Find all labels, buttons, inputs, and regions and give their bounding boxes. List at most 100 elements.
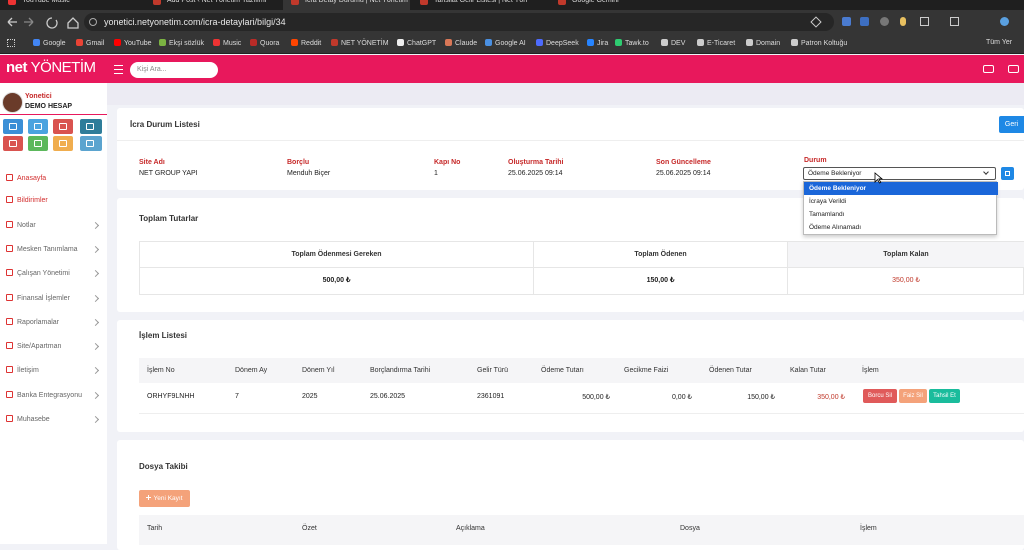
- table-cell: 2361091: [477, 393, 505, 400]
- bookmark-label: ChatGPT: [407, 40, 437, 47]
- quick-income[interactable]: [28, 136, 48, 151]
- table-header: Ödenen Tutar: [709, 367, 752, 374]
- all-bookmarks[interactable]: Tüm Yer: [986, 39, 1013, 46]
- menu-chevron: [91, 342, 100, 351]
- dropdown-option[interactable]: Ödeme Bekleniyor: [804, 182, 998, 195]
- menu-item[interactable]: Finansal İşlemler: [6, 294, 70, 302]
- address-bar[interactable]: yonetici.netyonetim.com/icra-detaylari/b…: [84, 13, 834, 31]
- browser-tab[interactable]: Google Gemini: [550, 0, 680, 10]
- dropdown-option[interactable]: Ödeme Alınamadı: [809, 224, 862, 231]
- bookmark-label: Tawk.to: [625, 40, 649, 47]
- cash-icon[interactable]: [983, 65, 994, 73]
- bookmark-icon: [213, 39, 220, 46]
- quick-building[interactable]: [28, 119, 48, 134]
- save-button[interactable]: [1001, 167, 1014, 180]
- status-select[interactable]: Ödeme Bekleniyor: [803, 167, 996, 180]
- action-button[interactable]: Faiz Sil: [899, 389, 927, 403]
- quick-chat[interactable]: [53, 136, 73, 151]
- bookmark-icon: [114, 39, 121, 46]
- browser-tab[interactable]: Tahsilat Gelir Listesi | Net Yön: [412, 0, 545, 10]
- search-input[interactable]: Kişi Ara...: [130, 62, 218, 78]
- bookmark[interactable]: ChatGPT: [397, 39, 436, 47]
- menu-item[interactable]: Muhasebe: [6, 415, 50, 423]
- bookmark-icon: [697, 39, 704, 46]
- tab-title: Google Gemini: [572, 0, 619, 4]
- bookmark[interactable]: Domain: [746, 39, 780, 47]
- menu-item[interactable]: Banka Entegrasyonu: [6, 391, 82, 399]
- menu-label: Notlar: [17, 222, 36, 229]
- back-button[interactable]: Geri: [999, 116, 1024, 133]
- new-record-button[interactable]: Yeni Kayıt: [139, 490, 190, 507]
- bookmark[interactable]: Patron Koltuğu: [791, 39, 847, 47]
- menu-item[interactable]: Raporlamalar: [6, 318, 59, 326]
- bookmark[interactable]: E-Ticaret: [697, 39, 735, 47]
- bookmark[interactable]: Gmail: [76, 39, 104, 47]
- totals-value: 500,00 ₺: [140, 268, 534, 294]
- apps-icon[interactable]: [7, 39, 15, 47]
- menu-item[interactable]: İletişim: [6, 366, 39, 374]
- bookmark-icon: [746, 39, 753, 46]
- bookmark[interactable]: Quora: [250, 39, 279, 47]
- menu-item[interactable]: Notlar: [6, 221, 36, 229]
- dropdown-option[interactable]: İcraya Verildi: [809, 198, 847, 205]
- dropdown-option[interactable]: Tamamlandı: [809, 211, 845, 218]
- menu-item[interactable]: Bildirimler: [6, 196, 48, 204]
- menu-label: İletişim: [17, 367, 39, 374]
- menu-toggle[interactable]: [114, 65, 123, 74]
- status-selected: Ödeme Bekleniyor: [808, 170, 862, 177]
- menu-label: Raporlamalar: [17, 319, 60, 326]
- menu-icon: [6, 174, 13, 181]
- browser-tab[interactable]: Add Post ‹ Net Yönetim Yazılımı: [145, 0, 280, 10]
- bookmark[interactable]: Music: [213, 39, 241, 47]
- action-button[interactable]: Tahsil Et: [929, 389, 960, 403]
- field-value: Menduh Biçer: [287, 170, 331, 177]
- bookmark-label: Claude: [455, 40, 478, 47]
- quick-users[interactable]: [80, 119, 102, 134]
- field-label: Oluşturma Tarihi: [508, 159, 564, 166]
- quick-legal[interactable]: [80, 136, 102, 151]
- bookmark[interactable]: Claude: [445, 39, 477, 47]
- menu-item[interactable]: Site/Apartman: [6, 342, 61, 350]
- browser-tab[interactable]: YouTube Music: [0, 0, 140, 10]
- bookmark[interactable]: Google: [33, 39, 66, 47]
- site-info-icon[interactable]: [89, 18, 97, 26]
- nav-buttons[interactable]: [4, 14, 80, 30]
- bookmark-star[interactable]: [810, 16, 822, 28]
- account-name: DEMO HESAP: [25, 103, 73, 110]
- bookmark[interactable]: DeepSeek: [536, 39, 579, 47]
- bookmark[interactable]: Jira: [587, 39, 608, 47]
- menu-item[interactable]: Anasayfa: [6, 174, 46, 182]
- quick-home[interactable]: [3, 119, 23, 134]
- avatar[interactable]: [2, 92, 23, 113]
- menu-chevron: [91, 366, 100, 375]
- browser-tab[interactable]: İcra Detay Durumu | Net Yönetim: [283, 0, 410, 10]
- menu-label: Çalışan Yönetimi: [17, 270, 70, 277]
- bookmark-label: Google: [43, 40, 66, 47]
- money-icon[interactable]: [1008, 65, 1019, 73]
- bookmark[interactable]: Tawk.to: [615, 39, 649, 47]
- bookmark-label: Reddit: [301, 40, 322, 47]
- bookmark[interactable]: Reddit: [291, 39, 321, 47]
- table-header: İşlem No: [147, 367, 175, 374]
- logo[interactable]: net YÖNETİM: [6, 59, 96, 76]
- field-value: NET GROUP YAPI: [139, 170, 198, 177]
- bookmark-icon: [159, 39, 166, 46]
- menu-icon: [6, 269, 13, 276]
- bookmark[interactable]: Ekşi sözlük: [159, 39, 204, 47]
- files-header: Dosya: [680, 525, 700, 532]
- bookmark[interactable]: YouTube: [114, 39, 152, 47]
- quick-money[interactable]: [53, 119, 73, 134]
- action-button[interactable]: Borcu Sil: [863, 389, 897, 403]
- bookmark-icon: [331, 39, 338, 46]
- menu-chevron: [91, 415, 100, 424]
- bookmark[interactable]: DEV: [661, 39, 685, 47]
- bookmark[interactable]: Google AI: [485, 39, 526, 47]
- menu-item[interactable]: Çalışan Yönetimi: [6, 269, 70, 277]
- menu-item[interactable]: Mesken Tanımlama: [6, 245, 78, 253]
- bookmark[interactable]: NET YÖNETİM: [331, 39, 389, 47]
- bookmark-icon: [485, 39, 492, 46]
- quick-announce[interactable]: [3, 136, 23, 151]
- plus-icon: [146, 495, 152, 500]
